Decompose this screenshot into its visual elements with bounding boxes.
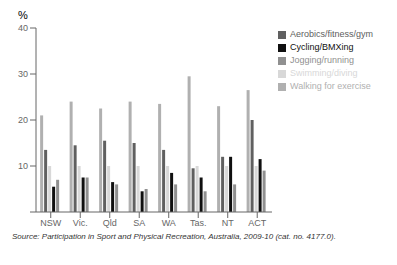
svg-text:20: 20 (18, 115, 28, 125)
svg-text:SA: SA (133, 218, 145, 228)
html-text:Cycling/BMXing: Cycling/BMXing (290, 42, 354, 52)
svg-text:NT: NT (222, 218, 234, 228)
svg-text:Qld: Qld (103, 218, 117, 228)
svg-text:10: 10 (18, 161, 28, 171)
html-text:Source: Participation in Sport: Source: Participation in Sport and Physi… (12, 232, 336, 241)
svg-text:30: 30 (18, 69, 28, 79)
svg-text:Vic.: Vic. (73, 218, 88, 228)
html-text:Walking for exercise: Walking for exercise (290, 81, 371, 91)
html-text:Swimming/diving: Swimming/diving (290, 68, 358, 78)
svg-text:40: 40 (18, 23, 28, 33)
svg-text:WA: WA (162, 218, 176, 228)
svg-text:ACT: ACT (248, 218, 267, 228)
html-text:Aerobics/fitness/gym: Aerobics/fitness/gym (290, 29, 373, 39)
svg-text:Tas.: Tas. (190, 218, 207, 228)
html-text:Jogging/running: Jogging/running (290, 55, 354, 65)
svg-text:NSW: NSW (40, 218, 62, 228)
